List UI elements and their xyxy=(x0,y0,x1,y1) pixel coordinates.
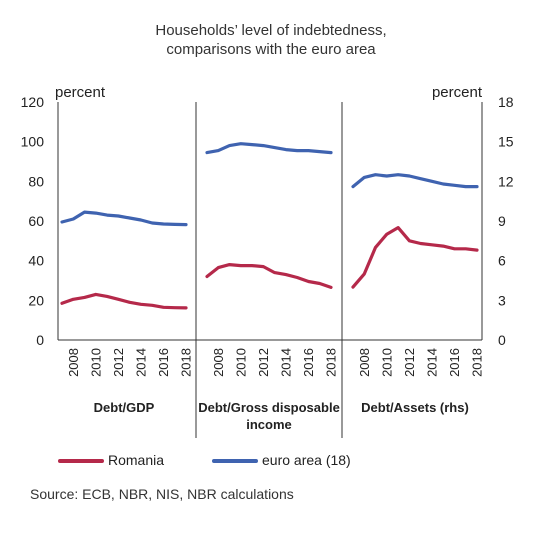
right-tick-label: 6 xyxy=(498,253,506,269)
x-tick-labels: 2008 2010 2012 2014 2016 2018 2008 2010 2012 2014… xyxy=(66,348,485,377)
right-tick-label: 0 xyxy=(498,332,506,348)
left-tick-label: 40 xyxy=(28,253,44,269)
x-tick-label: 2008 xyxy=(211,348,226,377)
right-tick-label: 9 xyxy=(498,213,506,229)
series-line-romania-panel-2 xyxy=(205,263,333,289)
series-line-romania-panel-3 xyxy=(351,226,479,289)
left-tick-label: 80 xyxy=(28,173,44,189)
x-tick-label: 2010 xyxy=(88,348,103,377)
right-tick-label: 12 xyxy=(498,173,514,189)
legend-label-romania: Romania xyxy=(108,452,165,468)
x-tick-label: 2018 xyxy=(179,348,194,377)
legend-label-euro-area: euro area (18) xyxy=(262,452,351,468)
x-tick-label: 2016 xyxy=(447,348,462,377)
panel-labels: Debt/GDP Debt/Gross disposable income Debt/… xyxy=(94,400,469,432)
series-line-euro-area-18-panel-2 xyxy=(205,142,333,155)
x-tick-label: 2008 xyxy=(66,348,81,377)
right-tick-label: 15 xyxy=(498,134,514,150)
panel-label-2: Debt/Gross disposable xyxy=(198,400,340,415)
legend-swatch-romania xyxy=(58,459,104,464)
left-tick-label: 20 xyxy=(28,292,44,308)
series-line-romania-panel-1 xyxy=(60,292,188,310)
left-tick-label: 0 xyxy=(36,332,44,348)
panel-separators xyxy=(195,102,343,438)
left-tick-label: 100 xyxy=(21,134,45,150)
tick-labels: 0 20 40 60 80 100 120 0 3 6 9 12 15 18 xyxy=(21,94,514,348)
x-tick-label: 2014 xyxy=(278,348,293,377)
x-tick-label: 2012 xyxy=(256,348,271,377)
series-line-euro-area-18-panel-3 xyxy=(351,173,479,189)
x-tick-label: 2016 xyxy=(301,348,316,377)
x-tick-label: 2014 xyxy=(424,348,439,377)
x-tick-label: 2016 xyxy=(156,348,171,377)
x-tick-label: 2018 xyxy=(470,348,485,377)
legend-item-romania: Romania xyxy=(58,452,164,468)
x-tick-label: 2010 xyxy=(379,348,394,377)
panel-label-1: Debt/GDP xyxy=(94,400,155,415)
x-tick-label: 2008 xyxy=(357,348,372,377)
left-axis-unit: percent xyxy=(55,84,106,101)
series-line-euro-area-18-panel-1 xyxy=(60,210,188,227)
chart-title-line-2: comparisons with the euro area xyxy=(166,41,376,58)
right-axis-unit: percent xyxy=(432,84,483,101)
chart-frame xyxy=(18,6,523,514)
x-tick-label: 2012 xyxy=(111,348,126,377)
left-tick-label: 120 xyxy=(21,94,45,110)
source-note: Source: ECB, NBR, NIS, NBR calculations xyxy=(30,486,294,502)
right-tick-label: 3 xyxy=(498,292,506,308)
panel-label-3: Debt/Assets (rhs) xyxy=(361,400,469,415)
legend-item-euro-area: euro area (18) xyxy=(212,452,351,468)
axes xyxy=(57,102,483,341)
panel-label-2: income xyxy=(246,417,292,432)
right-tick-label: 18 xyxy=(498,94,514,110)
legend-swatch-euro-area xyxy=(212,459,258,464)
series-lines xyxy=(60,142,479,310)
left-tick-label: 60 xyxy=(28,213,44,229)
x-tick-label: 2018 xyxy=(324,348,339,377)
chart-title-line-1: Households’ level of indebtedness, xyxy=(155,22,387,39)
x-tick-label: 2012 xyxy=(402,348,417,377)
x-tick-label: 2010 xyxy=(233,348,248,377)
x-tick-label: 2014 xyxy=(133,348,148,377)
